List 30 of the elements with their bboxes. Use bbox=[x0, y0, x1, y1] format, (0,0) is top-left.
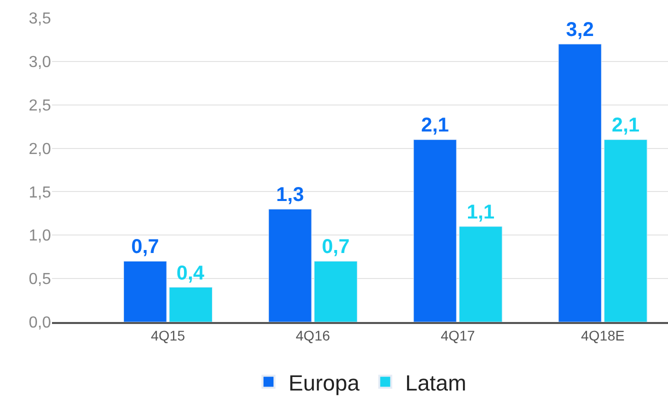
y-tick-label: 3,0 bbox=[28, 54, 52, 72]
bar bbox=[314, 260, 358, 322]
bar bbox=[558, 44, 602, 322]
y-tick-label: 0,0 bbox=[28, 314, 52, 332]
data-label: 1,3 bbox=[276, 184, 304, 206]
y-tick-label: 0,5 bbox=[28, 271, 52, 288]
bar bbox=[413, 139, 457, 322]
y-tick-label: 2,0 bbox=[28, 140, 52, 158]
bar bbox=[604, 139, 648, 322]
data-label: 3,2 bbox=[566, 19, 594, 42]
legend-label: Latam bbox=[405, 370, 466, 396]
x-tick-label: 4Q15 bbox=[150, 328, 186, 344]
y-tick-label: 1,0 bbox=[28, 228, 52, 245]
data-label: 0,7 bbox=[322, 236, 350, 258]
y-tick-label: 1,5 bbox=[28, 184, 52, 202]
bar bbox=[458, 226, 502, 322]
y-tick-label: 2,5 bbox=[28, 97, 52, 114]
data-label: 0,7 bbox=[131, 236, 160, 258]
x-tick-label: 4Q16 bbox=[296, 328, 330, 344]
bar bbox=[123, 260, 167, 322]
x-tick-label: 4Q17 bbox=[440, 328, 476, 344]
data-label: 2,1 bbox=[612, 114, 640, 137]
x-tick-label: 4Q18E bbox=[580, 328, 625, 344]
y-tick-label: 3,5 bbox=[28, 10, 52, 28]
data-label: 2,1 bbox=[421, 114, 449, 137]
legend-label: Europa bbox=[288, 370, 360, 396]
bar bbox=[169, 287, 212, 322]
data-label: 0,4 bbox=[176, 262, 206, 284]
bar bbox=[268, 208, 312, 322]
data-label: 1,1 bbox=[466, 201, 495, 224]
